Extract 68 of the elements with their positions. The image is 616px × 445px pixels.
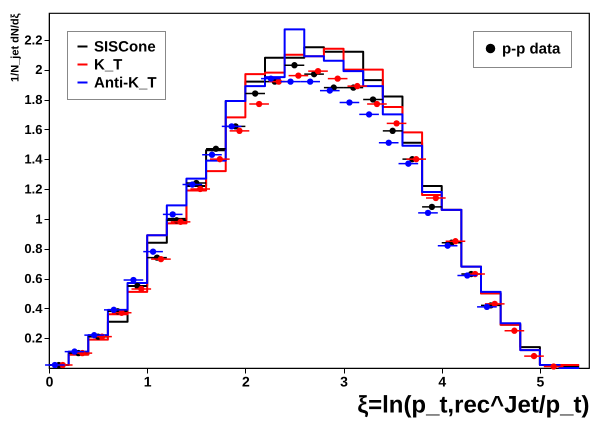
legend-label: K_T xyxy=(94,56,122,74)
point xyxy=(71,348,78,355)
point xyxy=(212,146,220,152)
legend-label: p-p data xyxy=(502,40,561,58)
point xyxy=(268,75,274,82)
point xyxy=(52,362,58,368)
point xyxy=(346,99,353,106)
point xyxy=(393,120,400,127)
legend-label: SISCone xyxy=(94,38,156,56)
point xyxy=(236,128,243,134)
x-tick-label: 4 xyxy=(438,374,446,390)
point xyxy=(256,100,262,108)
point xyxy=(354,82,360,90)
point xyxy=(177,218,184,225)
point xyxy=(389,128,396,134)
point xyxy=(197,186,204,192)
y-tick-label: 0.4 xyxy=(24,300,44,316)
point xyxy=(314,68,322,74)
point xyxy=(228,123,235,130)
y-tick-label: 2 xyxy=(35,62,42,78)
y-tick-label: 1.2 xyxy=(24,182,42,197)
point xyxy=(386,140,392,146)
x-tick-label: 2 xyxy=(242,374,250,390)
x-tick-label: 1 xyxy=(144,374,152,390)
point xyxy=(307,78,314,85)
x-axis-title: ξ=ln(p_t,rec^Jet/p_t) xyxy=(357,392,590,418)
point xyxy=(530,352,538,360)
point xyxy=(326,87,333,94)
point xyxy=(444,242,451,249)
y-tick-label: 2.2 xyxy=(24,32,42,48)
point xyxy=(428,204,436,210)
point xyxy=(511,328,518,334)
point xyxy=(424,210,432,216)
point xyxy=(370,96,376,103)
y-axis-title: 1/N_jet dN/dξ xyxy=(9,13,22,82)
y-tick-label: 1.6 xyxy=(24,122,42,137)
point xyxy=(291,62,298,68)
point xyxy=(405,160,412,167)
point xyxy=(287,78,294,85)
y-tick-label: 1 xyxy=(35,211,42,226)
y-tick-label: 0.2 xyxy=(24,330,42,346)
point xyxy=(452,238,459,244)
point xyxy=(464,272,470,279)
y-tick-label: 1.4 xyxy=(24,152,44,167)
point xyxy=(158,256,164,262)
point xyxy=(334,75,341,82)
y-tick-label: 1.8 xyxy=(24,92,42,108)
point xyxy=(374,100,380,108)
point xyxy=(550,363,557,370)
point xyxy=(252,90,258,97)
point xyxy=(295,72,302,79)
point xyxy=(189,181,196,188)
point xyxy=(110,306,117,313)
point xyxy=(91,332,98,338)
point xyxy=(484,304,490,310)
x-tick-label: 3 xyxy=(340,374,348,390)
x-tick-label: 5 xyxy=(536,374,545,390)
point xyxy=(150,248,156,255)
point xyxy=(208,152,216,158)
point xyxy=(366,111,372,118)
point xyxy=(413,156,420,162)
point xyxy=(170,211,176,218)
y-tick-label: 0.6 xyxy=(24,271,42,286)
point xyxy=(118,310,125,316)
point xyxy=(216,156,223,162)
y-tick-label: 0.8 xyxy=(24,241,42,256)
x-tick-label: 0 xyxy=(46,374,54,390)
legend-label: Anti-K_T xyxy=(94,74,156,92)
